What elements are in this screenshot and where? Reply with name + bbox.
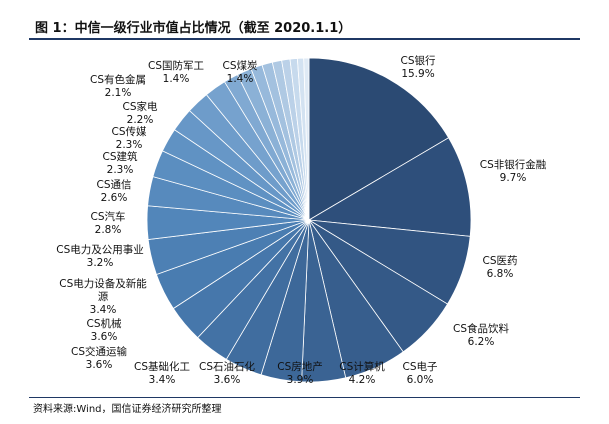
figure-header: 图 1：中信一级行业市值占比情况（截至 2020.1.1） bbox=[29, 14, 580, 40]
slice-label: CS房地产 3.9% bbox=[277, 360, 323, 386]
pie-slice bbox=[303, 57, 310, 221]
slice-label: CS医药 6.8% bbox=[483, 255, 518, 280]
slice-label: CS机械 3.6% bbox=[87, 317, 122, 343]
footer-divider bbox=[29, 397, 580, 398]
chart-title: 图 1：中信一级行业市值占比情况（截至 2020.1.1） bbox=[35, 21, 352, 36]
title-divider bbox=[29, 38, 580, 40]
slice-label: CS电力及公用事业 3.2% bbox=[56, 243, 144, 269]
slice-labels: CS银行 15.9% CS非银行金融 9.7% CS医药 6.8% CS食品饮料 6.2% CS… bbox=[56, 54, 546, 386]
slice-label: CS家电 2.2% bbox=[123, 100, 158, 126]
slice-label: CS银行 15.9% bbox=[401, 54, 436, 80]
slice-label: CS汽车 2.8% bbox=[91, 210, 126, 236]
pie-slice bbox=[308, 57, 450, 221]
slice-label: CS非银行金融 9.7% bbox=[480, 158, 547, 184]
slice-label: CS计算机 4.2% bbox=[339, 360, 385, 386]
slice-label: CS石油石化 3.6% bbox=[199, 360, 255, 386]
slice-label: CS电子 6.0% bbox=[403, 360, 438, 386]
slice-label: CS煤炭 1.4% bbox=[223, 59, 258, 85]
slice-label: CS建筑 2.3% bbox=[103, 150, 138, 176]
source-note: 资料来源:Wind，国信证券经济研究所整理 bbox=[33, 404, 222, 415]
slice-label: CS基础化工 3.4% bbox=[134, 360, 190, 386]
slice-label: CS交通运输 3.6% bbox=[71, 345, 127, 371]
slice-label: CS电力设备及新能源 3.4% bbox=[59, 277, 147, 316]
slice-label: CS通信 2.6% bbox=[97, 179, 132, 204]
pie-slices bbox=[146, 57, 472, 383]
slice-label: CS食品饮料 6.2% bbox=[453, 322, 509, 348]
slice-label: CS国防军工 1.4% bbox=[148, 59, 204, 85]
pie-slice bbox=[307, 137, 472, 237]
slice-label: CS传媒 2.3% bbox=[112, 125, 147, 151]
slice-label: CS有色金属 2.1% bbox=[90, 73, 146, 99]
